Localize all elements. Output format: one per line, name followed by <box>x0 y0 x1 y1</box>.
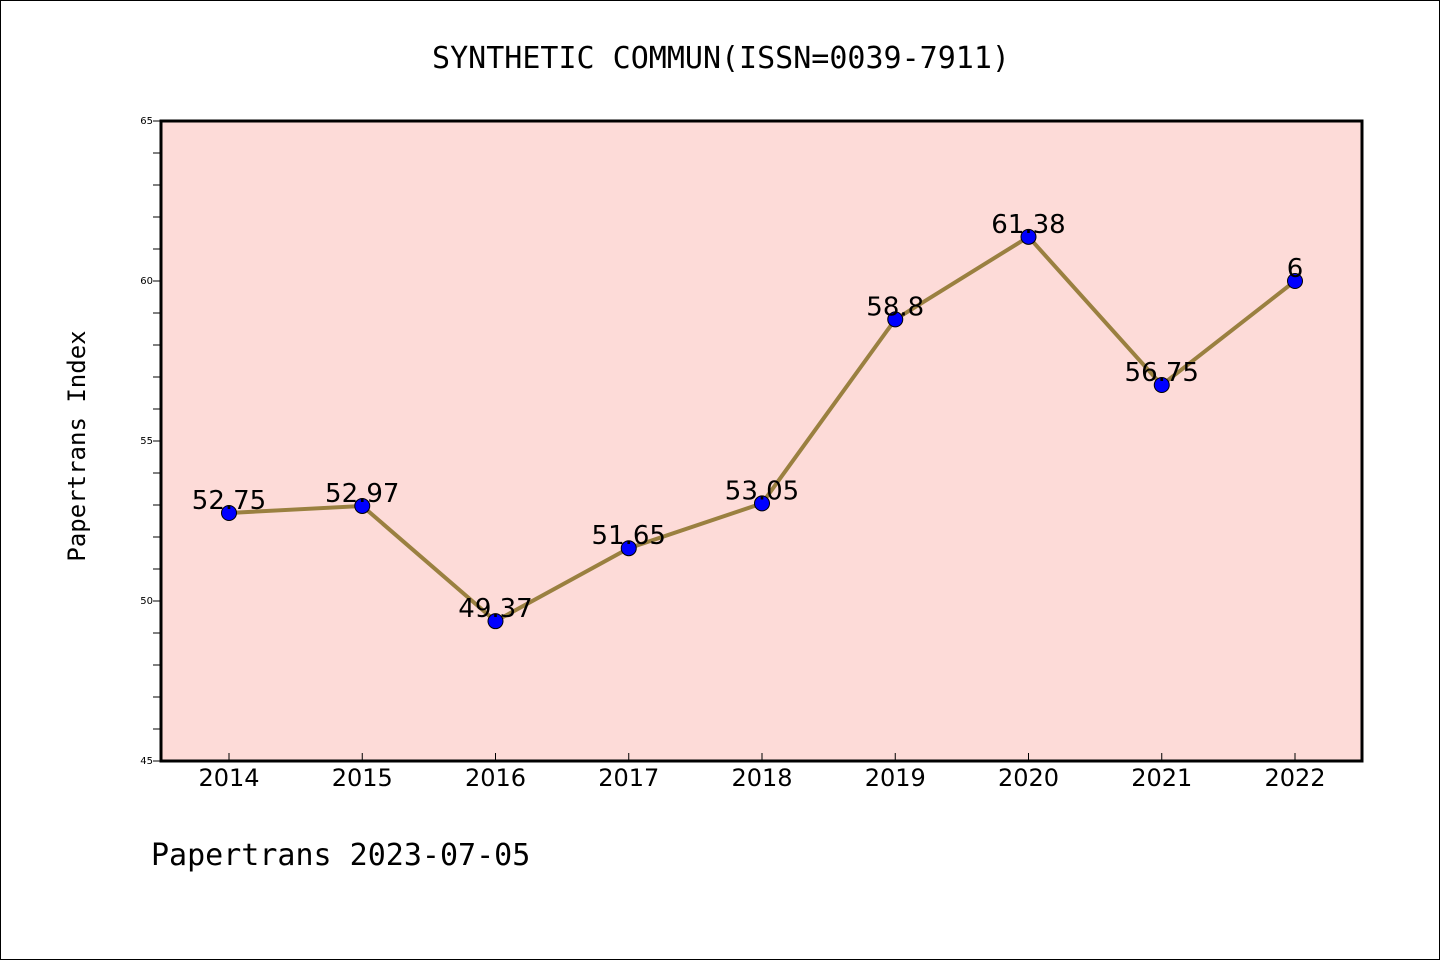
footer-date-text: Papertrans 2023-07-05 <box>151 838 530 873</box>
data-label: 53.05 <box>725 476 799 506</box>
x-tick-label: 2017 <box>598 764 659 792</box>
data-point <box>1020 228 1037 245</box>
plot-area <box>159 119 1364 763</box>
data-label: 61.38 <box>991 210 1065 240</box>
series-papertrans-index <box>221 228 1303 630</box>
x-tick-label: 2019 <box>865 764 926 792</box>
data-label: 6 <box>1287 254 1304 284</box>
y-tick-label: 55 <box>140 436 153 447</box>
x-tick-label: 2015 <box>332 764 393 792</box>
y-axis-ticks: 45 50 55 60 65 <box>140 116 161 767</box>
data-label: 52.97 <box>325 479 399 509</box>
data-label: 49.37 <box>458 594 532 624</box>
data-point <box>354 497 371 514</box>
y-tick-label: 65 <box>140 116 153 127</box>
data-labels: 52.75 52.97 49.37 51.65 53.05 58.8 61.38 56.75 6 <box>192 210 1303 624</box>
y-tick-label: 45 <box>140 756 153 767</box>
data-point <box>887 311 904 328</box>
data-point <box>1287 273 1303 289</box>
data-label: 58.8 <box>866 292 924 322</box>
x-axis-ticks: 2014 2015 2016 2017 2018 2019 2020 2021 2022 <box>198 753 1326 792</box>
x-tick-label: 2014 <box>198 764 259 792</box>
data-point <box>754 495 770 512</box>
y-axis-label: Papertrans Index <box>63 330 91 561</box>
data-point <box>1153 377 1170 393</box>
x-tick-label: 2016 <box>465 764 526 792</box>
data-point <box>221 505 237 521</box>
data-label: 56.75 <box>1125 358 1199 388</box>
data-label: 51.65 <box>592 521 666 551</box>
data-point <box>487 613 504 630</box>
y-minor-ticks <box>153 152 161 730</box>
data-label: 52.75 <box>192 486 266 516</box>
x-tick-label: 2018 <box>731 764 792 792</box>
x-tick-label: 2022 <box>1264 764 1325 792</box>
y-tick-label: 50 <box>140 596 153 607</box>
x-tick-label: 2020 <box>998 764 1059 792</box>
y-tick-label: 60 <box>140 276 153 287</box>
chart-title: SYNTHETIC COMMUN(ISSN=0039-7911) <box>432 41 1010 76</box>
x-tick-label: 2021 <box>1131 764 1192 792</box>
data-point <box>620 540 637 557</box>
